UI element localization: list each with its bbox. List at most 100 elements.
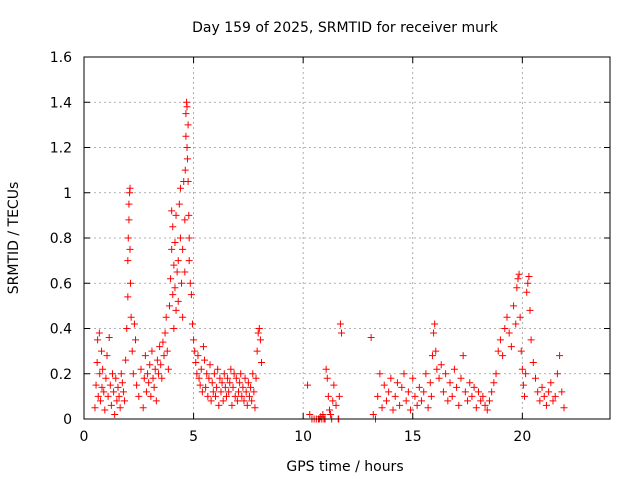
data-point: [170, 325, 178, 332]
data-point: [117, 370, 125, 378]
x-tick-label: 5: [189, 429, 198, 445]
data-point: [306, 410, 314, 418]
data-point: [153, 356, 161, 364]
data-point: [516, 313, 524, 321]
data-point: [212, 392, 219, 400]
data-point: [494, 347, 502, 355]
data-point: [233, 397, 241, 405]
data-point: [110, 388, 118, 396]
data-point: [330, 381, 338, 389]
data-point: [163, 347, 171, 355]
data-point: [174, 257, 182, 265]
data-point: [243, 401, 251, 409]
data-point: [560, 404, 568, 412]
data-point: [150, 383, 158, 391]
y-tick-label: 1: [63, 186, 72, 202]
data-point: [213, 383, 221, 391]
data-point: [182, 110, 190, 118]
data-point: [398, 383, 406, 391]
data-point: [139, 404, 147, 412]
data-point: [225, 388, 233, 396]
data-point: [255, 325, 263, 332]
data-point: [466, 379, 474, 387]
data-point: [455, 401, 463, 409]
data-point: [442, 370, 450, 378]
data-point: [496, 336, 504, 344]
data-point: [161, 329, 169, 337]
axis-ticks: 0 0.2 0.4 0.6 0.8 1 1.2 1.4 1.6 0 5 10 15 20: [50, 50, 610, 445]
data-point: [203, 370, 211, 378]
data-point: [483, 406, 491, 414]
data-point: [183, 155, 191, 163]
data-point: [172, 306, 180, 314]
data-point: [140, 374, 148, 382]
data-point: [547, 379, 555, 387]
data-point: [503, 313, 511, 321]
data-point: [430, 329, 438, 337]
data-point: [185, 211, 193, 219]
data-point: [98, 383, 106, 391]
data-point: [499, 352, 507, 360]
data-point: [400, 370, 408, 378]
data-point: [215, 401, 223, 409]
data-point: [106, 381, 114, 389]
data-point: [490, 379, 498, 387]
y-tick-label: 1.2: [50, 141, 72, 157]
data-point: [411, 392, 419, 400]
y-tick-label: 0: [63, 412, 72, 428]
data-point: [258, 358, 266, 366]
data-point: [525, 272, 533, 280]
data-point: [196, 381, 204, 389]
data-points: [91, 98, 568, 423]
data-point: [219, 397, 227, 405]
data-point: [168, 245, 176, 253]
data-point: [428, 352, 436, 360]
data-point: [179, 245, 187, 253]
data-point: [238, 392, 246, 400]
data-point: [217, 388, 225, 396]
data-point: [418, 397, 426, 405]
data-point: [167, 275, 175, 283]
data-point: [332, 401, 340, 409]
data-point: [325, 406, 333, 414]
data-point: [391, 392, 399, 400]
data-point: [127, 313, 135, 321]
data-point: [514, 275, 522, 283]
data-point: [244, 379, 252, 387]
data-point: [540, 392, 548, 400]
data-point: [222, 392, 230, 400]
data-point: [185, 257, 193, 265]
data-point: [176, 184, 184, 192]
data-point: [102, 374, 110, 382]
data-point: [242, 388, 250, 396]
data-point: [141, 352, 149, 360]
data-point: [132, 336, 140, 344]
data-point: [121, 397, 129, 405]
data-point: [129, 370, 137, 378]
data-point: [457, 374, 465, 382]
data-point: [119, 388, 127, 396]
data-point: [147, 392, 155, 400]
data-point: [171, 284, 179, 292]
data-point: [104, 392, 112, 400]
data-point: [216, 374, 224, 382]
data-point: [402, 397, 410, 405]
data-point: [253, 347, 261, 355]
data-point: [526, 306, 534, 314]
data-point: [116, 404, 124, 412]
data-point: [338, 329, 346, 337]
data-point: [205, 374, 213, 382]
data-point: [191, 347, 199, 355]
data-point: [432, 347, 440, 355]
data-point: [151, 365, 159, 373]
data-point: [224, 374, 232, 382]
data-point: [431, 320, 439, 328]
data-point: [94, 392, 102, 400]
data-point: [184, 177, 192, 185]
data-point: [146, 361, 154, 369]
data-point: [518, 365, 526, 373]
data-point: [95, 329, 103, 337]
data-point: [227, 365, 235, 373]
x-tick-label: 10: [294, 429, 312, 445]
